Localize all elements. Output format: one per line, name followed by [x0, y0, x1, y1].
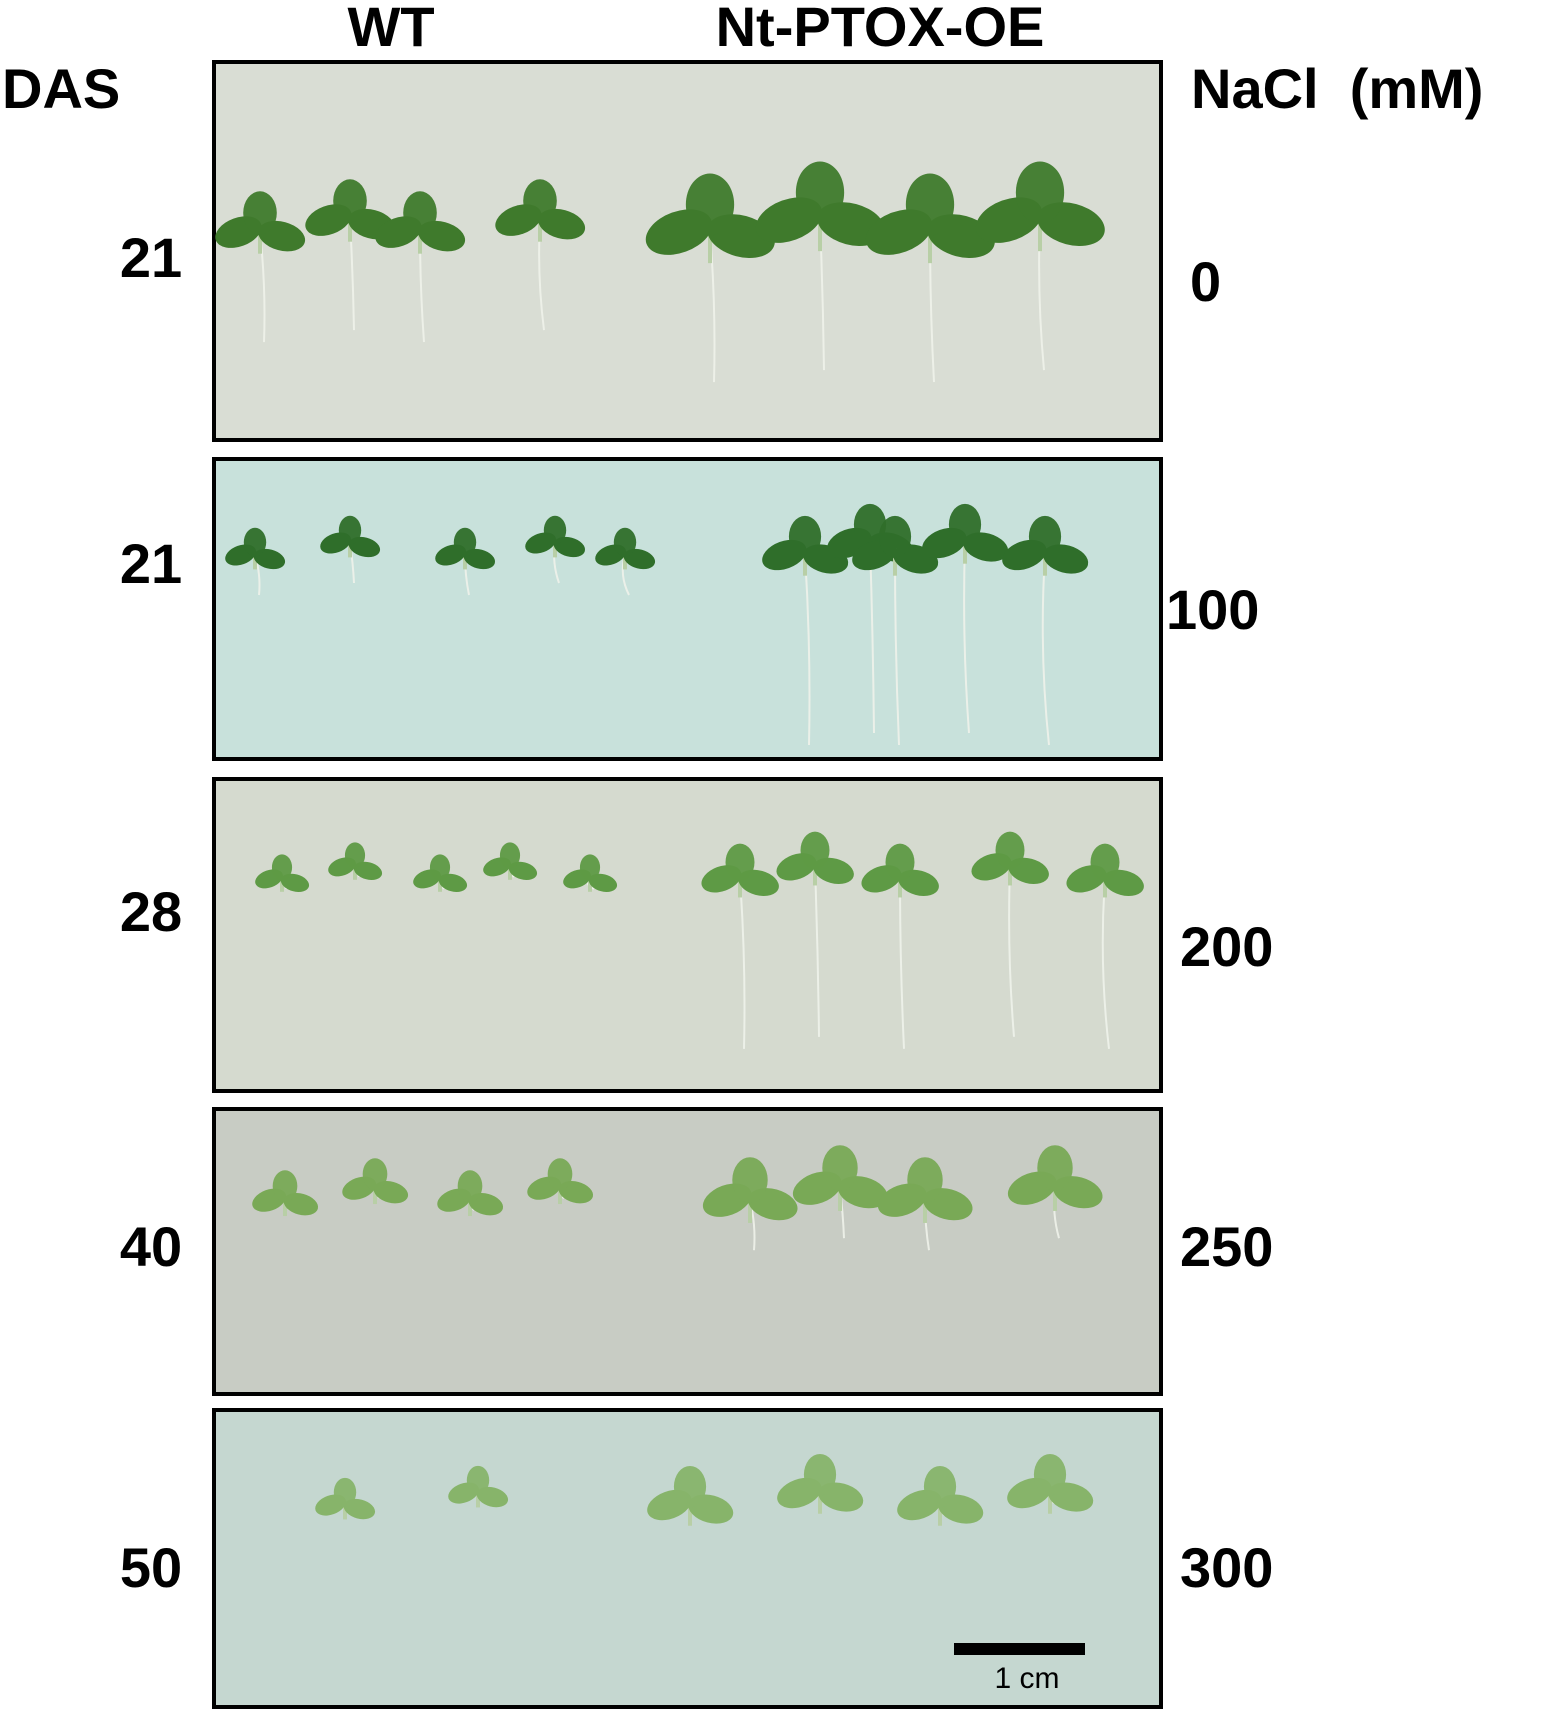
- das-header: DAS: [2, 57, 120, 120]
- leaf: [466, 1465, 490, 1495]
- leaf: [553, 536, 586, 558]
- leaf: [1090, 843, 1120, 881]
- leaf: [362, 1158, 388, 1190]
- leaf: [948, 503, 982, 546]
- das-value: 21: [120, 226, 182, 289]
- das-value: 28: [120, 880, 182, 943]
- leaf: [438, 873, 468, 892]
- leaf: [344, 842, 366, 869]
- photo-panel: [212, 60, 1163, 442]
- leaf: [588, 873, 618, 892]
- leaf: [272, 1170, 298, 1202]
- leaf: [995, 831, 1025, 869]
- scale-bar-label: 1 cm: [994, 1662, 1059, 1695]
- leaf: [280, 873, 310, 892]
- leaf: [253, 548, 286, 570]
- root: [739, 878, 746, 1049]
- das-value: 50: [120, 1536, 182, 1599]
- leaf: [333, 1477, 357, 1507]
- leaf: [623, 548, 656, 570]
- leaf: [885, 843, 915, 881]
- root: [1041, 554, 1050, 746]
- panels: 21 0 21 100 28 200 40 250 50 300 1 cm: [120, 60, 1273, 1709]
- leaf: [725, 843, 755, 881]
- nacl-value: 250: [1180, 1215, 1273, 1278]
- photo-panel: [212, 457, 1163, 761]
- leaf: [685, 173, 735, 236]
- nacl-value: 200: [1180, 915, 1273, 978]
- column-label: Nt-PTOX-OE: [716, 0, 1045, 58]
- nacl-header: NaCl (mM): [1191, 57, 1483, 120]
- leaf: [343, 1498, 376, 1520]
- root: [894, 554, 900, 746]
- nacl-value: 0: [1190, 250, 1221, 313]
- leaf: [353, 861, 383, 880]
- leaf: [457, 1170, 483, 1202]
- leaf: [463, 548, 496, 570]
- photo-panel: [212, 1107, 1163, 1396]
- leaf: [822, 1145, 858, 1191]
- root: [1101, 878, 1110, 1049]
- leaf: [476, 1486, 509, 1508]
- leaf: [673, 1465, 707, 1508]
- leaf: [1033, 1453, 1067, 1496]
- leaf: [579, 854, 601, 881]
- leaf: [499, 842, 521, 869]
- leaf: [788, 515, 822, 558]
- leaf: [403, 191, 437, 235]
- leaf: [853, 503, 887, 546]
- photo-panel: [212, 1408, 1163, 1709]
- root: [899, 878, 905, 1049]
- leaf: [338, 515, 362, 545]
- das-value: 21: [120, 532, 182, 595]
- leaf: [523, 179, 557, 223]
- leaf: [271, 854, 293, 881]
- leaf: [800, 831, 830, 869]
- leaf: [547, 1158, 573, 1190]
- leaf: [907, 1157, 943, 1203]
- das-value: 40: [120, 1215, 182, 1278]
- leaf: [732, 1157, 768, 1203]
- leaf: [803, 1453, 837, 1496]
- root: [963, 542, 970, 734]
- leaf: [348, 536, 381, 558]
- leaf: [243, 191, 277, 235]
- leaf: [613, 527, 637, 557]
- leaf: [878, 515, 912, 558]
- root: [804, 554, 811, 746]
- leaf: [795, 161, 845, 224]
- photo-panel: [212, 777, 1163, 1093]
- leaf: [905, 173, 955, 236]
- leaf: [1037, 1145, 1073, 1191]
- leaf: [1028, 515, 1062, 558]
- leaf: [453, 527, 477, 557]
- leaf: [429, 854, 451, 881]
- leaf: [923, 1465, 957, 1508]
- leaf: [543, 515, 567, 545]
- root: [814, 866, 820, 1037]
- leaf: [1015, 161, 1065, 224]
- leaf: [243, 527, 267, 557]
- nacl-value: 300: [1180, 1536, 1273, 1599]
- column-label: WT: [347, 0, 434, 58]
- nacl-value: 100: [1166, 578, 1259, 641]
- root: [1008, 866, 1015, 1037]
- leaf: [333, 179, 367, 223]
- leaf: [508, 861, 538, 880]
